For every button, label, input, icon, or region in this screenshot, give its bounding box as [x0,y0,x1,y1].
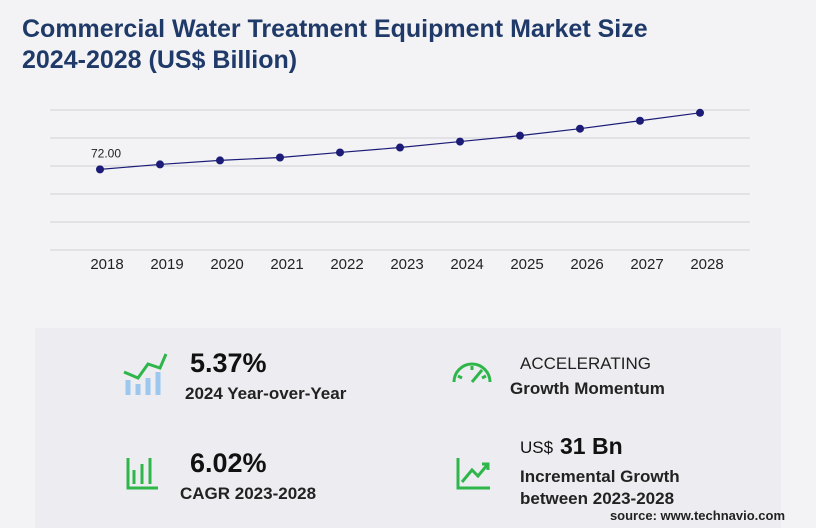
point [216,156,224,165]
chart-title: Commercial Water Treatment Equipment Mar… [22,15,648,74]
gauge-icon [452,362,492,383]
x-tick-label: 2026 [570,256,603,273]
stat-label: CAGR 2023-2028 [180,484,317,503]
point [456,137,464,146]
stat-value: 31 Bn [560,433,623,459]
x-tick-label: 2027 [630,256,663,273]
bars-icon [125,372,161,395]
data-label: 72.00 [91,147,121,161]
source: source: www.technavio.com [609,508,785,523]
point [576,124,584,133]
point [516,131,524,140]
x-tick-label: 2020 [210,256,243,273]
bar-chart-icon [126,458,158,490]
point [276,153,284,162]
x-tick-label: 2021 [270,256,303,273]
x-tick-label: 2023 [390,256,423,273]
stat-label: Incremental Growth between 2023-2028 [520,467,680,508]
x-tick-label: 2018 [90,256,123,273]
trend-icon [123,353,168,380]
point [96,165,104,174]
point [336,148,344,157]
stats-panel [35,328,781,528]
stat-value: 5.37% [190,348,267,378]
x-tick-label: 2019 [150,256,183,273]
x-tick-label: 2022 [330,256,363,273]
stat-label: 2024 Year-over-Year [185,384,347,403]
x-tick-label: 2025 [510,256,543,273]
point [396,143,404,152]
stat-value: 6.02% [190,448,267,478]
point [696,108,704,117]
x-tick-label: 2024 [450,256,483,273]
stat-prefix: US$ [520,438,554,457]
point [636,116,644,125]
stat-value: ACCELERATING [520,354,651,373]
icons [123,353,492,490]
growth-icon [456,458,490,490]
stat-label: Growth Momentum [510,379,665,398]
line [99,112,701,170]
x-tick-label: 2028 [690,256,723,273]
point [156,160,164,169]
